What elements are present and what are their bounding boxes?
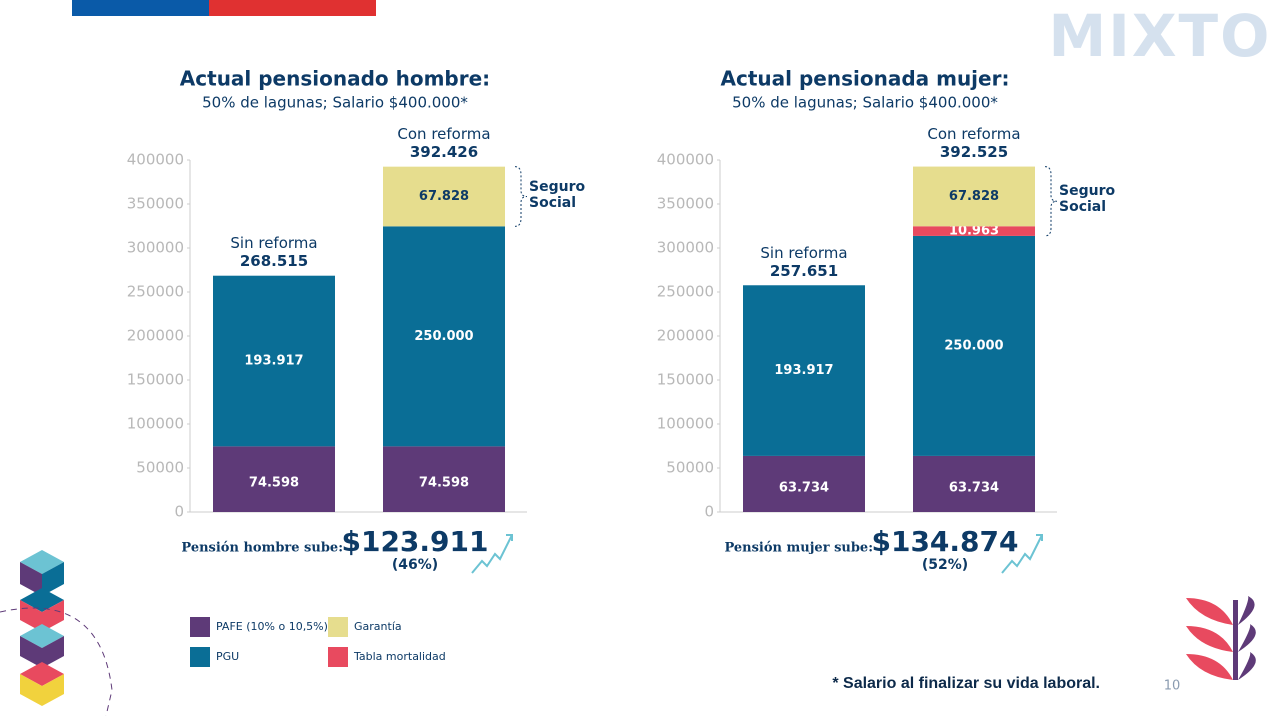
y-tick-label: 100000: [657, 415, 714, 433]
bar-segment: [743, 285, 865, 456]
total-label: 392.525: [940, 143, 1008, 161]
bracket-label: Seguro Social: [529, 178, 586, 211]
bar-segment: [383, 226, 505, 447]
total-label: 257.651: [770, 262, 838, 280]
decor-leaves: [1186, 596, 1256, 680]
increase-percent: (46%): [392, 557, 438, 573]
y-tick-label: 300000: [657, 239, 714, 257]
page-number: 10: [1164, 679, 1181, 694]
value-label: 63.734: [949, 480, 999, 495]
increase-amount: $134.874: [871, 525, 1018, 558]
value-label: 250.000: [414, 329, 473, 344]
value-label: 67.828: [949, 189, 999, 204]
bracket-box: Seguro Social: [529, 178, 586, 211]
bar-segment: [383, 446, 505, 512]
category-label: Sin reforma: [760, 244, 847, 262]
y-tick-label: 400000: [657, 151, 714, 169]
value-label: 67.828: [419, 189, 469, 204]
y-tick-label: 100000: [127, 415, 184, 433]
bar-segment: [213, 275, 335, 447]
y-tick-label: 200000: [127, 327, 184, 345]
bar-segment: [743, 455, 865, 512]
chart-title: Actual pensionada mujer:: [721, 67, 1010, 91]
bar-segment: [213, 446, 335, 512]
bar-segment: [383, 166, 505, 227]
legend-swatch: [328, 617, 348, 637]
y-tick-label: 250000: [127, 283, 184, 301]
increase-label: Pensión mujer sube:: [724, 541, 873, 556]
legend-swatch: [190, 647, 210, 667]
flag-blue: [72, 0, 209, 16]
legend-label: PAFE (10% o 10,5%): [216, 620, 328, 633]
decor-cubes: [0, 550, 113, 717]
flag-red: [209, 0, 376, 16]
legend-swatch: [190, 617, 210, 637]
bar-segment: [913, 166, 1035, 227]
total-label: 392.426: [410, 143, 478, 161]
legend-swatch: [328, 647, 348, 667]
value-label: 63.734: [779, 480, 829, 495]
increase-amount: $123.911: [341, 525, 488, 558]
increase-icon: [471, 534, 513, 574]
y-tick-label: 0: [704, 503, 714, 521]
bar-segment: [913, 235, 1035, 456]
value-label: 193.917: [774, 363, 833, 378]
category-label: Con reforma: [927, 125, 1020, 143]
y-tick-label: 350000: [657, 195, 714, 213]
y-tick-label: 0: [174, 503, 184, 521]
legend-label: Tabla mortalidad: [353, 650, 446, 663]
value-label: 250.000: [944, 338, 1003, 353]
y-tick-label: 350000: [127, 195, 184, 213]
value-label: 10.963: [949, 224, 999, 239]
chart-subtitle: 50% de lagunas; Salario $400.000*: [202, 94, 468, 112]
bracket: [1044, 166, 1058, 237]
bracket: [514, 166, 528, 227]
increase-icon: [1001, 534, 1043, 574]
y-tick-label: 50000: [136, 459, 184, 477]
bracket-label: Seguro Social: [1059, 183, 1116, 216]
bracket-box: Seguro Social: [1059, 183, 1116, 216]
value-label: 193.917: [244, 354, 303, 369]
y-tick-label: 50000: [666, 459, 714, 477]
y-tick-label: 150000: [657, 371, 714, 389]
y-tick-label: 300000: [127, 239, 184, 257]
chart-subtitle: 50% de lagunas; Salario $400.000*: [732, 94, 998, 112]
bar-segment: [913, 226, 1035, 236]
increase-label: Pensión hombre sube:: [181, 541, 343, 556]
category-label: Sin reforma: [230, 234, 317, 252]
bar-segment: [913, 455, 1035, 512]
logo: MIXTO: [1049, 2, 1272, 70]
legend-label: Garantía: [354, 620, 402, 633]
value-label: 74.598: [419, 476, 469, 491]
footnote: * Salario al finalizar su vida laboral.: [832, 675, 1100, 692]
y-tick-label: 400000: [127, 151, 184, 169]
y-tick-label: 250000: [657, 283, 714, 301]
increase-percent: (52%): [922, 557, 968, 573]
chart-title: Actual pensionado hombre:: [180, 67, 490, 91]
legend-label: PGU: [216, 650, 239, 663]
value-label: 74.598: [249, 476, 299, 491]
category-label: Con reforma: [397, 125, 490, 143]
total-label: 268.515: [240, 252, 308, 270]
y-tick-label: 200000: [657, 327, 714, 345]
y-tick-label: 150000: [127, 371, 184, 389]
